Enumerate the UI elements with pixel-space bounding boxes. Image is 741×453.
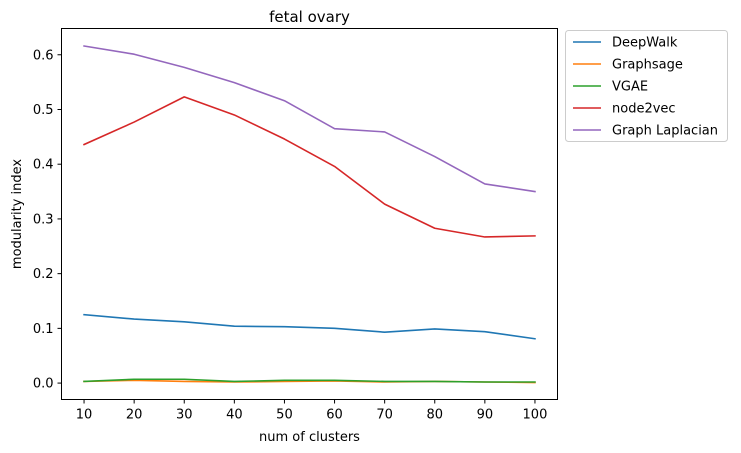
plot-series-lines	[82, 45, 536, 384]
x-tick-label: 40	[226, 408, 243, 423]
x-axis-label: num of clusters	[259, 430, 360, 445]
chart-title: fetal ovary	[269, 8, 350, 26]
legend-label-vgae: VGAE	[612, 80, 648, 95]
legend-label-deepwalk: DeepWalk	[612, 36, 678, 51]
legend-label-graphsage: Graphsage	[612, 58, 683, 73]
plot-frame	[61, 28, 558, 400]
x-tick-label: 90	[477, 408, 494, 423]
series-line-graph-laplacian	[83, 45, 536, 193]
y-tick-label: 0.5	[33, 103, 54, 118]
y-axis-label: modularity index	[10, 159, 25, 269]
y-tick-label: 0.1	[33, 322, 54, 337]
legend-frame	[565, 30, 728, 142]
x-tick-label: 100	[523, 408, 548, 423]
y-tick-label: 0.4	[33, 158, 54, 173]
y-tick-label: 0.3	[33, 212, 54, 227]
x-tick-label: 70	[376, 408, 393, 423]
legend-label-graph-laplacian: Graph Laplacian	[612, 124, 718, 139]
x-tick-label: 60	[326, 408, 343, 423]
x-tick-label: 80	[426, 408, 443, 423]
x-axis-ticks: 10 20 30 40 50 60 70 80 90 100	[76, 399, 548, 423]
y-axis-ticks: 0.0 0.1 0.2 0.3 0.4 0.5 0.6	[33, 48, 62, 392]
legend-label-node2vec: node2vec	[612, 102, 676, 117]
y-tick-label: 0.6	[33, 48, 54, 63]
series-line-deepwalk	[83, 313, 536, 340]
series-line-vgae	[83, 378, 536, 383]
y-tick-label: 0.2	[33, 267, 54, 282]
x-tick-label: 50	[276, 408, 293, 423]
legend: DeepWalk Graphsage VGAE node2vec Graph Lapla…	[565, 30, 728, 142]
x-tick-label: 20	[126, 408, 143, 423]
x-tick-label: 30	[176, 408, 193, 423]
y-tick-label: 0.0	[33, 377, 54, 392]
x-tick-label: 10	[76, 408, 93, 423]
series-line-node2vec	[82, 96, 536, 238]
